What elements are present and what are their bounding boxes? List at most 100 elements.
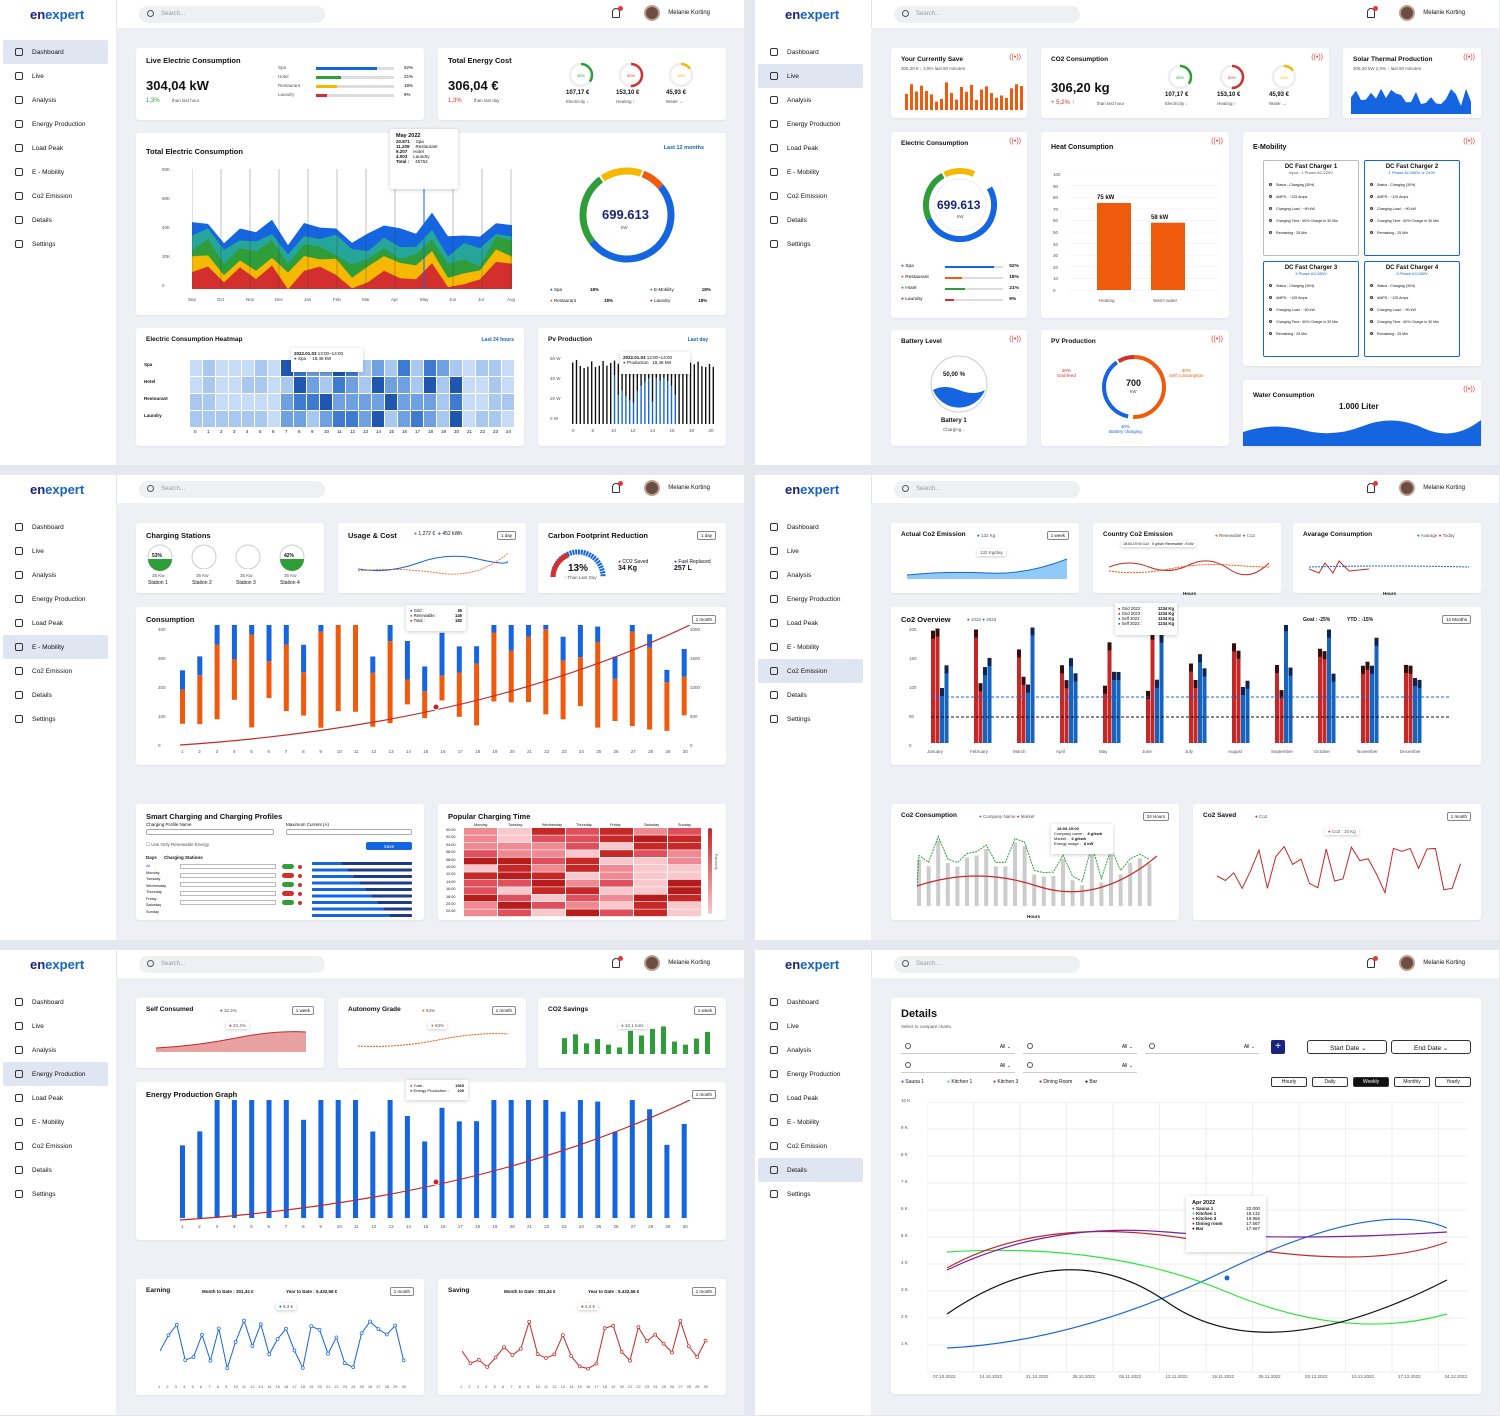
avatar[interactable] [644,480,660,496]
nav-item-live[interactable]: Live [758,539,863,563]
period-select[interactable]: 1 month [691,615,716,624]
period-select[interactable]: 1 week [291,1006,314,1015]
nav-item-e-mobility[interactable]: E - Mobility [3,635,108,659]
charger-card[interactable]: DC Fast Charger 1 Input : 1 Phase AC/220V… [1263,160,1359,256]
user-name[interactable]: Melanie Korting [668,10,710,16]
search-input[interactable]: Search... [139,6,325,23]
period-select[interactable]: 1 day [496,531,516,540]
logo[interactable]: enexpert [30,957,85,972]
nav-item-co2-emission[interactable]: Co2 Emission [3,659,108,683]
legend-item[interactable]: ● Dining Room [1039,1079,1073,1085]
legend-item[interactable]: ● Bar [1085,1079,1098,1085]
nav-item-load-peak[interactable]: Load Peak [758,1086,863,1110]
avatar[interactable] [1399,5,1415,21]
avatar[interactable] [644,955,660,971]
nav-item-load-peak[interactable]: Load Peak [3,136,108,160]
search-input[interactable]: Search... [894,481,1080,498]
day-item[interactable]: Sunday [146,909,159,914]
nav-item-co2-emission[interactable]: Co2 Emission [758,184,863,208]
nav-item-analysis[interactable]: Analysis [758,1038,863,1062]
nav-item-settings[interactable]: Settings [758,707,863,731]
day-item[interactable]: Wednesday [146,883,166,888]
nav-item-load-peak[interactable]: Load Peak [3,1086,108,1110]
period-select[interactable]: 24 Hours [1142,812,1169,821]
legend-item[interactable]: ● Kitchen 1 [947,1079,973,1085]
avatar[interactable] [644,5,660,21]
nav-item-co2-emission[interactable]: Co2 Emission [3,1134,108,1158]
bell-icon[interactable] [1367,8,1375,18]
toggle[interactable] [282,864,294,869]
add-button[interactable]: + [1271,1040,1285,1054]
filter-select[interactable]: All ⌄ [1145,1040,1259,1054]
nav-item-energy-production[interactable]: Energy Production [758,587,863,611]
period-select[interactable]: 1 day [696,531,716,540]
period-tab[interactable]: Hourly [1271,1077,1307,1087]
period-tab[interactable]: Monthly [1394,1077,1430,1087]
nav-item-e-mobility[interactable]: E - Mobility [758,635,863,659]
logo[interactable]: enexpert [30,7,85,22]
period-select[interactable]: 1 month [691,1287,716,1296]
toggle[interactable] [282,873,294,878]
nav-item-live[interactable]: Live [3,539,108,563]
search-input[interactable]: Search... [894,6,1080,23]
nav-item-details[interactable]: Details [3,683,108,707]
period-tab[interactable]: Daily [1312,1077,1348,1087]
nav-item-settings[interactable]: Settings [758,1182,863,1206]
nav-item-e-mobility[interactable]: E - Mobility [758,160,863,184]
nav-item-co2-emission[interactable]: Co2 Emission [3,184,108,208]
nav-item-load-peak[interactable]: Load Peak [3,611,108,635]
nav-item-energy-production[interactable]: Energy Production [758,112,863,136]
search-input[interactable]: Search... [894,956,1080,973]
period-tab[interactable]: Yearly [1435,1077,1471,1087]
nav-item-energy-production[interactable]: Energy Production [3,112,108,136]
period-select[interactable]: 1 month [389,1287,414,1296]
filter-select[interactable]: All ⌄ [1023,1040,1137,1054]
nav-item-load-peak[interactable]: Load Peak [758,611,863,635]
user-name[interactable]: Melanie Korting [1423,960,1465,966]
toggle[interactable] [282,891,294,896]
day-item[interactable]: Thursday [146,890,162,894]
nav-item-settings[interactable]: Settings [3,1182,108,1206]
search-input[interactable]: Search... [139,956,325,973]
logo[interactable]: enexpert [785,482,840,497]
bell-icon[interactable] [1367,958,1375,968]
nav-item-details[interactable]: Details [3,208,108,232]
nav-item-details[interactable]: Details [758,1158,863,1182]
nav-item-details[interactable]: Details [758,683,863,707]
nav-item-e-mobility[interactable]: E - Mobility [758,1110,863,1134]
filter-select[interactable]: All ⌄ [901,1059,1015,1073]
filter-select[interactable]: All ⌄ [1023,1059,1137,1073]
start-date-select[interactable]: Start Date ⌄ [1307,1040,1387,1054]
nav-item-energy-production[interactable]: Energy Production [3,587,108,611]
nav-item-energy-production[interactable]: Energy Production [758,1062,863,1086]
avatar[interactable] [1399,955,1415,971]
logo[interactable]: enexpert [785,7,840,22]
nav-item-analysis[interactable]: Analysis [758,88,863,112]
period-tab[interactable]: Weekly [1353,1077,1389,1087]
max-current-input[interactable] [286,829,412,835]
nav-item-details[interactable]: Details [3,1158,108,1182]
user-name[interactable]: Melanie Korting [668,485,710,491]
day-item[interactable]: Tuesday [146,877,161,881]
nav-item-e-mobility[interactable]: E - Mobility [3,1110,108,1134]
renewable-checkbox[interactable]: ☐ Use Only Renewable Energy [146,842,210,847]
nav-item-co2-emission[interactable]: Co2 Emission [758,659,863,683]
nav-item-co2-emission[interactable]: Co2 Emission [758,1134,863,1158]
nav-item-analysis[interactable]: Analysis [3,88,108,112]
nav-item-dashboard[interactable]: Dashboard [758,515,863,539]
day-item[interactable]: Saturday [146,903,162,907]
period-select[interactable]: 1 month [1446,812,1471,821]
bell-icon[interactable] [612,958,620,968]
nav-item-details[interactable]: Details [758,208,863,232]
period-select[interactable]: 1 month [691,1090,716,1099]
nav-item-dashboard[interactable]: Dashboard [3,515,108,539]
nav-item-analysis[interactable]: Analysis [3,1038,108,1062]
bell-icon[interactable] [612,483,620,493]
save-button[interactable]: Save [366,842,412,850]
period-select[interactable]: 12 Months [1441,615,1471,624]
toggle[interactable] [282,882,294,887]
nav-item-energy-production[interactable]: Energy Production [3,1062,108,1086]
